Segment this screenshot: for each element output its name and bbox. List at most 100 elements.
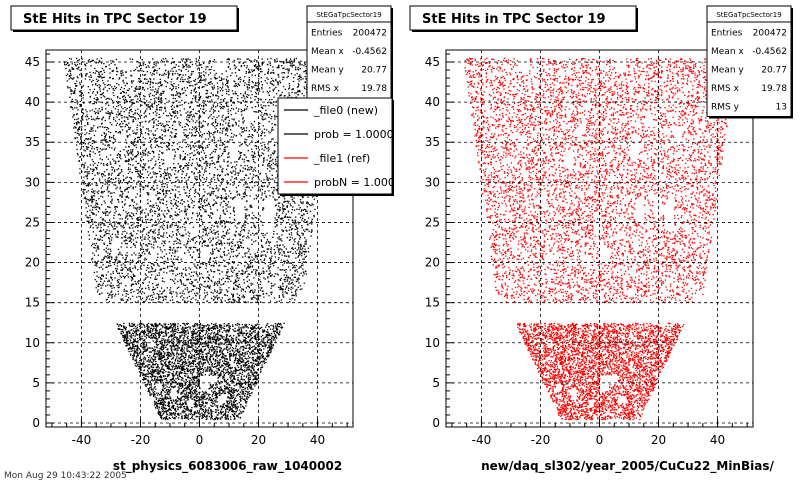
hit-point (224, 227, 226, 229)
hit-point (253, 151, 255, 153)
hit-point (229, 256, 231, 258)
hit-point (211, 123, 213, 125)
hit-point (288, 256, 290, 258)
hit-point (184, 157, 186, 159)
hit-point (250, 226, 253, 228)
hit-point (124, 220, 126, 222)
hit-point (85, 138, 87, 140)
hit-point (111, 295, 113, 297)
hit-point (148, 251, 150, 253)
hit-point (262, 131, 264, 134)
hit-point (121, 269, 123, 271)
hit-point (129, 270, 132, 272)
hit-point (251, 270, 253, 273)
hit-point (284, 208, 287, 210)
hit-point (125, 256, 127, 259)
hit-point (217, 157, 219, 159)
hit-point (90, 195, 92, 197)
hit-point (180, 281, 182, 283)
hit-point (222, 114, 224, 117)
hit-point (258, 272, 260, 274)
hit-point (147, 238, 149, 240)
hit-point (140, 128, 142, 131)
hit-point (117, 290, 119, 293)
hit-point (107, 128, 110, 130)
hit-point (130, 149, 132, 151)
hit-point (277, 258, 280, 261)
hit-point (254, 289, 256, 291)
hit-point (121, 242, 123, 244)
hit-point (182, 299, 184, 301)
hit-point (79, 156, 82, 158)
hit-point (225, 277, 228, 280)
hit-point (269, 257, 271, 259)
hit-point (286, 205, 288, 207)
hit-point (130, 116, 133, 118)
hit-point (193, 205, 195, 207)
hit-point (118, 124, 121, 126)
hit-point (235, 234, 237, 236)
hit-point (166, 115, 168, 117)
hit-point (157, 198, 159, 200)
hit-point (143, 292, 145, 294)
hit-point (263, 296, 265, 298)
hit-point (277, 251, 280, 253)
hit-point (210, 157, 212, 159)
hit-point (276, 208, 279, 211)
hit-point (111, 110, 113, 112)
hit-point (117, 248, 120, 250)
hit-point (129, 134, 131, 136)
hit-point (270, 186, 273, 189)
hit-point (124, 266, 126, 268)
hit-point (158, 237, 160, 239)
hit-point (148, 106, 150, 108)
hit-point (273, 150, 275, 152)
hit-point (212, 244, 214, 246)
hit-point (155, 176, 158, 178)
hit-point (77, 141, 79, 143)
hit-point (219, 175, 221, 177)
hit-point (132, 267, 134, 269)
hit-point (93, 213, 95, 215)
hit-point (227, 290, 229, 292)
hit-point (135, 133, 137, 135)
hit-point (208, 274, 210, 276)
hit-point (115, 293, 117, 295)
hit-point (199, 294, 201, 297)
hit-point (115, 130, 117, 133)
hit-point (238, 300, 240, 302)
hit-point (114, 108, 117, 110)
hit-point (132, 295, 134, 297)
hit-point (250, 282, 252, 284)
hit-point (251, 180, 253, 183)
hit-point (86, 115, 89, 118)
hit-point (293, 239, 295, 241)
hit-point (157, 158, 160, 161)
hit-point (302, 234, 304, 236)
hit-point (110, 282, 112, 284)
hit-point (227, 275, 229, 277)
hit-point (177, 231, 179, 233)
hit-point (156, 187, 158, 189)
hit-point (276, 224, 278, 226)
hit-point (145, 299, 147, 301)
hit-point (143, 228, 146, 230)
hit-point (172, 149, 174, 151)
hit-point (115, 184, 117, 186)
hit-point (292, 252, 294, 255)
hit-point (218, 161, 220, 163)
hit-point (153, 210, 156, 212)
hit-point (147, 128, 149, 130)
hit-point (195, 128, 197, 131)
hit-point (136, 217, 139, 219)
hit-point (232, 248, 234, 250)
hit-point (242, 239, 244, 241)
hit-point (117, 160, 120, 163)
hit-point (106, 187, 109, 189)
hit-point (233, 210, 235, 212)
hit-point (201, 146, 203, 148)
hit-point (291, 224, 293, 226)
hit-point (229, 171, 232, 173)
hit-point (137, 289, 140, 291)
hit-point (144, 300, 146, 302)
